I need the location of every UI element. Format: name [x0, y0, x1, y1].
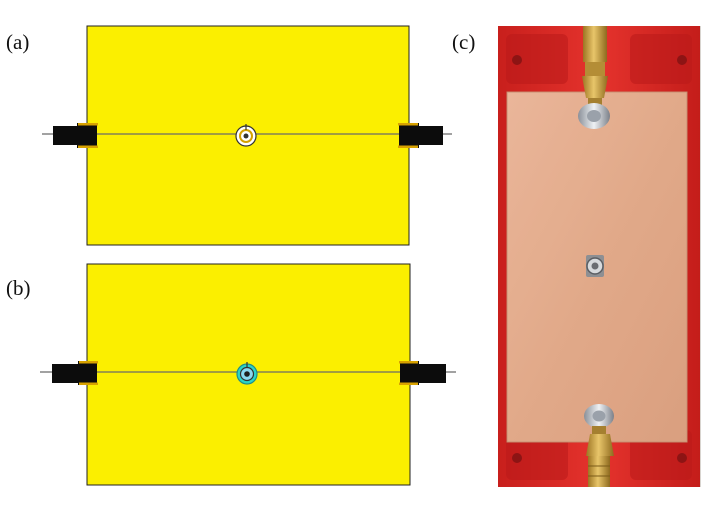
left-sma-connector-a [53, 123, 98, 148]
panel-b-label: (b) [6, 276, 31, 300]
center-ring-b [236, 362, 258, 385]
right-sma-connector-a [398, 123, 443, 148]
panel-c-label: (c) [452, 30, 476, 54]
center-ring-a [235, 124, 257, 147]
right-sma-connector-b [399, 361, 446, 385]
panel-b-pcb-model [40, 263, 456, 486]
bottom-sma-connector-photo [584, 404, 614, 487]
panel-a-label: (a) [6, 30, 30, 54]
panel-a-pcb-model [42, 25, 452, 246]
panel-c-prototype-photo [498, 26, 701, 487]
center-via-photo [586, 255, 604, 277]
top-sma-connector-photo [578, 26, 610, 129]
left-sma-connector-b [52, 361, 98, 385]
